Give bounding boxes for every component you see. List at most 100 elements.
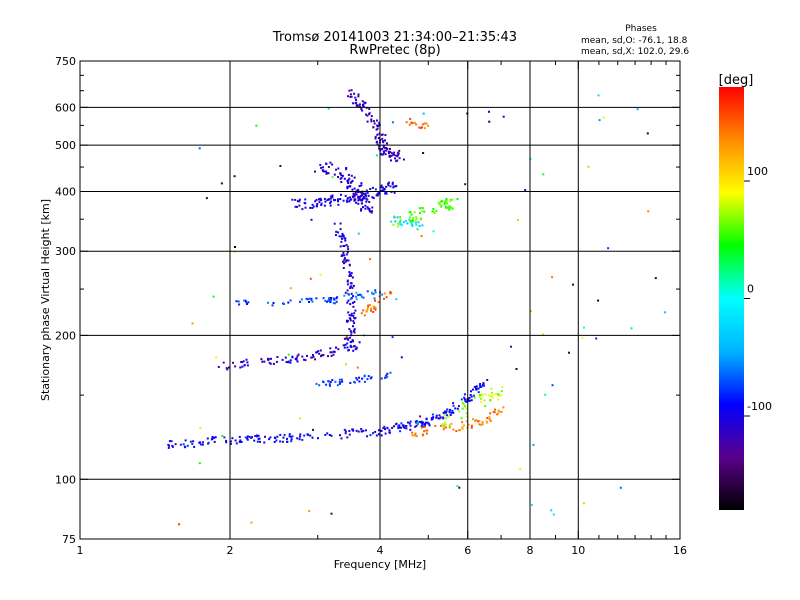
data-point	[461, 407, 464, 410]
data-point	[363, 314, 366, 317]
data-point	[335, 230, 338, 233]
data-point	[434, 425, 437, 427]
data-point	[484, 405, 487, 408]
data-point	[353, 331, 356, 334]
data-point	[382, 150, 385, 153]
data-point	[343, 245, 346, 247]
data-point	[500, 410, 503, 413]
data-point	[246, 364, 249, 367]
y-tick-label: 500	[55, 139, 76, 152]
data-point	[353, 328, 356, 331]
data-point	[346, 346, 349, 349]
data-point	[381, 189, 384, 192]
data-point	[425, 429, 427, 432]
data-point	[318, 352, 321, 355]
data-point	[365, 310, 368, 313]
data-point	[595, 337, 598, 340]
x-tick-label: 6	[464, 544, 471, 557]
data-point	[352, 325, 354, 328]
data-point	[233, 175, 236, 178]
data-point	[335, 346, 337, 349]
data-point	[339, 382, 341, 385]
data-point	[296, 355, 299, 358]
data-point	[354, 198, 357, 201]
data-point	[366, 290, 369, 293]
data-point	[619, 486, 622, 489]
data-points	[167, 89, 667, 526]
data-point	[425, 122, 428, 125]
data-point	[315, 382, 318, 385]
data-point	[384, 134, 387, 136]
data-point	[517, 219, 519, 222]
data-point	[354, 348, 357, 351]
data-point	[401, 424, 404, 427]
data-point	[502, 406, 505, 409]
data-point	[346, 200, 349, 203]
data-point	[339, 222, 342, 225]
data-point	[350, 331, 353, 334]
data-point	[409, 428, 412, 431]
data-point	[366, 308, 369, 311]
data-point	[374, 188, 377, 191]
data-point	[443, 424, 446, 427]
data-point	[375, 154, 378, 157]
data-point	[374, 299, 376, 302]
data-point	[281, 440, 284, 443]
data-point	[342, 267, 345, 269]
data-point	[413, 434, 416, 437]
data-point	[452, 404, 455, 407]
data-point	[340, 193, 342, 196]
data-point	[319, 349, 322, 352]
data-point	[330, 297, 332, 299]
data-point	[370, 309, 373, 312]
data-point	[407, 421, 409, 424]
data-point	[353, 317, 356, 320]
data-point	[551, 384, 554, 387]
data-point	[288, 433, 291, 436]
data-point	[475, 387, 478, 390]
data-point	[239, 366, 242, 369]
data-point	[399, 223, 402, 226]
data-point	[443, 413, 446, 416]
data-point	[371, 186, 374, 189]
data-point	[348, 430, 351, 432]
data-point	[382, 141, 385, 144]
data-point	[385, 374, 388, 377]
data-point	[488, 418, 491, 421]
data-point	[485, 420, 488, 423]
data-point	[239, 441, 242, 443]
data-point	[359, 191, 362, 194]
data-point	[451, 207, 454, 210]
data-point	[388, 156, 391, 158]
colorbar-tick-label: -100	[747, 400, 772, 413]
data-point	[346, 289, 349, 292]
data-point	[404, 220, 407, 222]
data-point	[414, 219, 417, 222]
data-point	[448, 205, 451, 208]
data-point	[349, 319, 352, 322]
data-point	[330, 351, 333, 354]
data-point	[414, 425, 417, 428]
data-point	[346, 301, 349, 304]
data-point	[361, 100, 364, 103]
x-tick-label: 8	[527, 544, 534, 557]
data-point	[390, 292, 393, 295]
data-point	[449, 414, 452, 416]
data-point	[542, 173, 545, 176]
data-point	[360, 428, 363, 430]
data-point	[524, 189, 527, 191]
data-point	[336, 296, 339, 299]
data-point	[449, 206, 452, 209]
data-point	[446, 199, 449, 202]
data-point	[441, 200, 444, 203]
data-point	[359, 103, 361, 106]
data-point	[242, 360, 245, 363]
data-point	[424, 422, 427, 425]
data-point	[355, 298, 358, 301]
data-point	[335, 297, 338, 300]
data-point	[465, 420, 468, 423]
data-point	[431, 210, 434, 213]
data-point	[235, 300, 238, 303]
data-point	[347, 95, 349, 98]
data-point	[380, 184, 383, 187]
